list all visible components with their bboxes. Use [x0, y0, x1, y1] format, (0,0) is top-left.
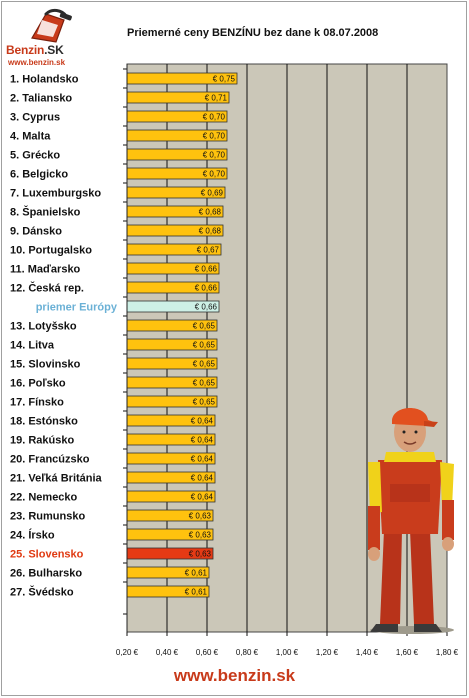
x-tick-label: 1,20 € — [316, 648, 339, 657]
value-label: € 0,64 — [191, 455, 214, 464]
value-label: € 0,64 — [191, 436, 214, 445]
footer-url[interactable]: www.benzin.sk — [173, 666, 296, 685]
x-tick-label: 0,60 € — [196, 648, 219, 657]
value-labels: € 0,75 € 0,71 € 0,70 € 0,70 € 0,70 € 0,70 € 0,… — [185, 75, 236, 597]
category-label: 25. Slovensko — [10, 549, 84, 561]
category-label: 12. Česká rep. — [10, 282, 84, 295]
value-label: € 0,63 — [189, 531, 212, 540]
value-label: € 0,68 — [199, 227, 222, 236]
category-labels: 1. Holandsko 2. Taliansko 3. Cyprus 4. Malt… — [10, 74, 118, 599]
x-tick-labels: 0,20 € 0,40 € 0,60 € 0,80 € 1,00 € 1,20 € 1,40… — [116, 648, 459, 657]
category-label: 21. Veľká Británia — [10, 473, 103, 485]
category-label: 9. Dánsko — [10, 226, 62, 238]
category-label: 1. Holandsko — [10, 74, 79, 86]
x-tick-label: 1,80 € — [436, 648, 459, 657]
x-tick-label: 0,80 € — [236, 648, 259, 657]
value-label: € 0,68 — [199, 208, 222, 217]
x-tick-label: 0,40 € — [156, 648, 179, 657]
category-label: 6. Belgicko — [10, 169, 68, 181]
value-label: € 0,67 — [197, 246, 220, 255]
category-label: 23. Rumunsko — [10, 511, 85, 523]
value-label: € 0,69 — [201, 189, 224, 198]
x-tick-label: 0,20 € — [116, 648, 139, 657]
value-label: € 0,70 — [203, 170, 226, 179]
value-label: € 0,64 — [191, 474, 214, 483]
x-tick-label: 1,40 € — [356, 648, 379, 657]
value-label: € 0,65 — [193, 360, 216, 369]
value-label: € 0,61 — [185, 569, 208, 578]
category-label: 14. Litva — [10, 340, 55, 352]
value-label: € 0,66 — [195, 303, 218, 312]
category-label: 20. Francúzsko — [10, 454, 90, 466]
value-label: € 0,65 — [193, 379, 216, 388]
logo-url: www.benzin.sk — [8, 58, 66, 67]
category-label: 27. Švédsko — [10, 586, 74, 599]
bars — [126, 72, 238, 598]
category-label: 17. Fínsko — [10, 397, 64, 409]
value-label: € 0,65 — [193, 398, 216, 407]
value-label: € 0,64 — [191, 493, 214, 502]
category-label: 4. Malta — [10, 131, 51, 143]
x-tick-label: 1,60 € — [396, 648, 419, 657]
benzin-logo[interactable]: Benzin.SK www.benzin.sk — [6, 8, 86, 68]
category-label: 3. Cyprus — [10, 112, 60, 124]
logo-brand-part2: .SK — [44, 43, 64, 57]
category-label: 16. Poľsko — [10, 378, 66, 390]
logo-brand: Benzin.SK — [6, 43, 86, 57]
value-label: € 0,71 — [205, 94, 228, 103]
value-label: € 0,70 — [203, 113, 226, 122]
value-label: € 0,70 — [203, 132, 226, 141]
category-label: priemer Európy — [36, 302, 118, 314]
category-label: 19. Rakúsko — [10, 435, 74, 447]
category-label: 22. Nemecko — [10, 492, 78, 504]
value-label: € 0,61 — [185, 588, 208, 597]
category-label: 10. Portugalsko — [10, 245, 92, 257]
category-label: 18. Estónsko — [10, 416, 78, 428]
category-label: 5. Grécko — [10, 150, 60, 162]
category-label: 24. Írsko — [10, 529, 55, 542]
value-label: € 0,70 — [203, 151, 226, 160]
value-label: € 0,64 — [191, 417, 214, 426]
value-label: € 0,65 — [193, 322, 216, 331]
category-label: 11. Maďarsko — [10, 264, 81, 276]
category-label: 26. Bulharsko — [10, 568, 82, 580]
value-label: € 0,65 — [193, 341, 216, 350]
value-label: € 0,66 — [195, 265, 218, 274]
category-label: 13. Lotyšsko — [10, 321, 77, 333]
value-label: € 0,75 — [213, 75, 236, 84]
category-label: 7. Luxemburgsko — [10, 188, 101, 200]
fuel-pump-nozzle-icon — [31, 8, 72, 43]
chart-title: Priemerné ceny BENZÍNU bez dane k 08.07.… — [127, 27, 379, 39]
value-label: € 0,63 — [189, 512, 212, 521]
value-label: € 0,66 — [195, 284, 218, 293]
logo-brand-part1: Benzin — [6, 43, 45, 57]
value-label: € 0,63 — [189, 550, 212, 559]
gas-station-attendant-mascot-icon — [368, 408, 454, 634]
category-label: 2. Taliansko — [10, 93, 72, 105]
x-tick-label: 1,00 € — [276, 648, 299, 657]
category-label: 15. Slovinsko — [10, 359, 81, 371]
category-label: 8. Španielsko — [10, 206, 81, 219]
